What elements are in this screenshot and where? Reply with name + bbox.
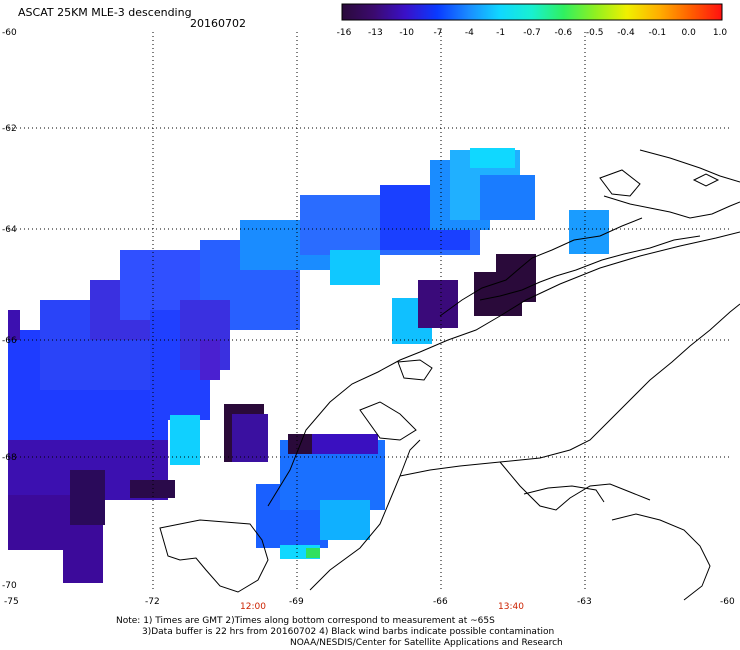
swath-cell [330,250,380,285]
swath-cell [569,210,609,254]
time-labels: 12:00 13:40 [240,602,524,612]
swath-cell [63,545,103,583]
map-title: ASCAT 25KM MLE-3 descending [18,6,192,19]
lon-tick-label: -75 [4,597,19,607]
colorbar-tick-label: -0.4 [617,28,635,38]
colorbar-tick-label: 0.0 [682,28,697,38]
lon-tick-label: -69 [289,597,304,607]
swath-cell [320,500,370,540]
swath-cell [480,175,535,220]
lat-tick-label: -60 [2,28,17,38]
lon-tick-label: -60 [720,597,735,607]
colorbar-tick-label: -0.1 [649,28,667,38]
colorbar-gradient [341,3,723,21]
time-label: 13:40 [498,602,524,612]
colorbar-tick-label: -7 [434,28,443,38]
swath-cells [8,148,609,583]
gridlines [8,32,730,592]
lat-tick-label: -70 [2,581,17,591]
colorbar-tick-label: -0.5 [586,28,604,38]
lon-tick-label: -66 [433,597,448,607]
time-label: 12:00 [240,602,266,612]
colorbar-tick-label: -16 [337,28,352,38]
colorbar-tick-label: -4 [465,28,474,38]
lat-tick-label: -66 [2,336,17,346]
note-line-1: Note: 1) Times are GMT 2)Times along bot… [116,616,495,626]
colorbar-tick-label: -0.6 [555,28,573,38]
colorbar-tick-label: -10 [399,28,414,38]
swath-cell [306,548,320,558]
lat-tick-label: -62 [2,124,17,134]
swath-cell [418,280,458,328]
map-date: 20160702 [190,17,246,30]
swath-cell [200,340,220,380]
swath-cell [470,148,515,168]
lat-tick-label: -68 [2,453,17,463]
lon-tick-labels: -75 -72 -69 -66 -63 -60 [4,597,735,607]
lat-tick-label: -64 [2,225,17,235]
note-line-2: 3)Data buffer is 22 hrs from 20160702 4)… [142,627,555,637]
swath-cell [8,310,20,340]
lon-tick-label: -72 [145,597,160,607]
swath-cell [232,414,268,462]
swath-cell [496,254,536,302]
colorbar-tick-label: 1.0 [713,28,728,38]
colorbar: -16 -13 -10 -7 -4 -1 -0.7 -0.6 -0.5 -0.4 -0.1 0.0 1.… [337,3,728,38]
swath-cell [70,470,105,525]
note-line-3: NOAA/NESDIS/Center for Satellite Applica… [290,638,563,648]
colorbar-tick-label: -1 [496,28,505,38]
colorbar-tick-label: -0.7 [523,28,541,38]
coastline [159,149,740,601]
colorbar-tick-label: -13 [368,28,383,38]
lon-tick-label: -63 [577,597,592,607]
lat-tick-labels: -60 -62 -64 -66 -68 -70 [2,28,17,591]
